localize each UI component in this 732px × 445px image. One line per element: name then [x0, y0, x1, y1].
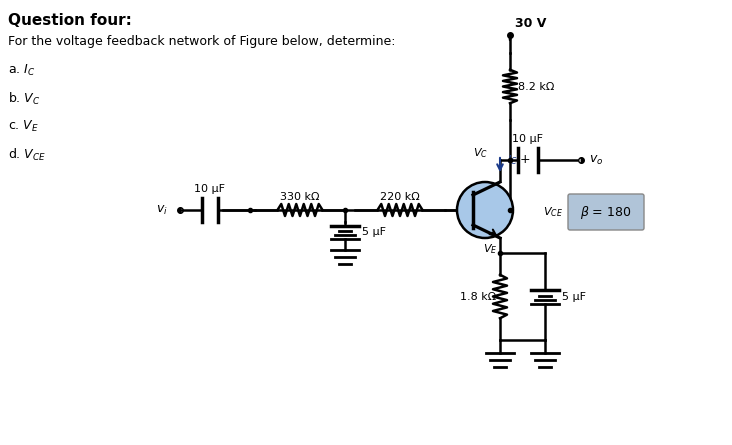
Text: b. $V_C$: b. $V_C$ — [8, 91, 40, 107]
Text: d. $V_{CE}$: d. $V_{CE}$ — [8, 147, 46, 163]
Text: For the voltage feedback network of Figure below, determine:: For the voltage feedback network of Figu… — [8, 35, 395, 48]
Text: 30 V: 30 V — [515, 17, 546, 30]
Text: $v_i$: $v_i$ — [156, 203, 168, 217]
Text: 5 μF: 5 μF — [562, 291, 586, 302]
Text: 1.8 kΩ: 1.8 kΩ — [460, 291, 496, 302]
Text: 220 kΩ: 220 kΩ — [380, 192, 420, 202]
Text: 330 kΩ: 330 kΩ — [280, 192, 320, 202]
Text: $V_{CE}$: $V_{CE}$ — [543, 205, 563, 219]
Text: a. $I_C$: a. $I_C$ — [8, 63, 35, 78]
Text: $\beta$ = 180: $\beta$ = 180 — [580, 203, 632, 221]
Text: 10 μF: 10 μF — [512, 134, 543, 144]
Text: $V_E$: $V_E$ — [483, 242, 497, 256]
Text: $v_o$: $v_o$ — [589, 154, 603, 166]
Text: Question four:: Question four: — [8, 13, 132, 28]
Text: 5 μF: 5 μF — [362, 227, 386, 237]
Text: 10 μF: 10 μF — [195, 184, 225, 194]
Text: 8.2 kΩ: 8.2 kΩ — [518, 81, 554, 92]
Text: c. $V_E$: c. $V_E$ — [8, 119, 39, 134]
Text: $I_C$: $I_C$ — [507, 153, 518, 167]
FancyBboxPatch shape — [568, 194, 644, 230]
Text: $V_C$: $V_C$ — [473, 146, 488, 160]
Text: +: + — [520, 153, 531, 166]
Circle shape — [457, 182, 513, 238]
